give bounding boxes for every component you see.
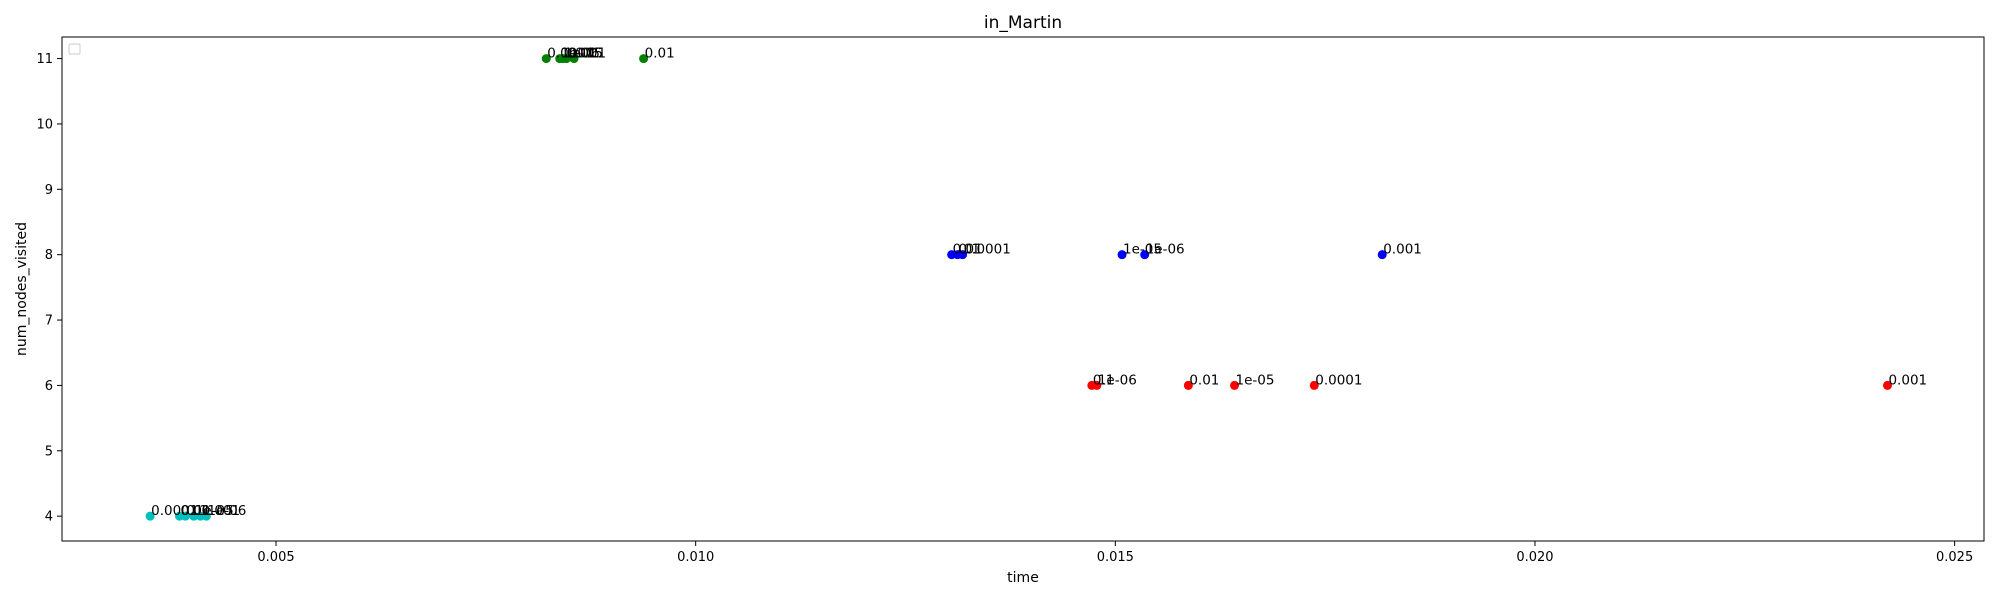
point-label: 0.01 [645, 46, 675, 62]
data-point [1183, 380, 1193, 390]
data-point [1140, 250, 1150, 260]
y-tick-label: 10 [36, 117, 53, 132]
point-label: 0.001 [1383, 242, 1422, 258]
data-point [189, 511, 199, 521]
chart-title: in_Martin [984, 13, 1062, 33]
data-point [569, 54, 579, 64]
plot-area [62, 37, 1984, 541]
plot-frame [61, 36, 1985, 542]
point-label: 0.01 [181, 503, 211, 519]
data-point [639, 54, 649, 64]
data-point [561, 54, 571, 64]
axis-ticks: 0.005 0.010 0.015 0.020 0.025 4 5 6 7 8 9 10 11 [36, 52, 1973, 565]
y-tick-label: 4 [45, 510, 53, 525]
point-label: 0.01 [1189, 372, 1219, 388]
data-point [145, 511, 155, 521]
point-label: 1e-05 [1236, 372, 1275, 388]
point-label: 0.1 [959, 242, 980, 258]
data-point [180, 511, 190, 521]
y-tick-label: 5 [45, 444, 53, 459]
y-tick-label: 6 [45, 379, 53, 394]
data-point [201, 511, 211, 521]
point-label: 1e-05 [564, 46, 603, 62]
data-point [1882, 380, 1892, 390]
y-tick-label: 11 [36, 52, 53, 67]
data-point [958, 250, 968, 260]
point-label: 0.001 [567, 46, 606, 62]
x-tick-label: 0.015 [1097, 550, 1134, 565]
point-label: 1e-06 [1098, 372, 1137, 388]
point-label: 0.1 [1093, 372, 1114, 388]
point-label: 0.001 [201, 503, 240, 519]
point-label: 0.0001 [547, 46, 594, 62]
data-point [1377, 250, 1387, 260]
point-label: 0.1 [575, 46, 596, 62]
point-label: 0.0001 [151, 503, 198, 519]
y-tick-label: 9 [45, 183, 53, 198]
point-label: 0.001 [1888, 372, 1927, 388]
x-tick-label: 0.025 [1936, 550, 1973, 565]
point-label: 0.01 [953, 242, 983, 258]
point-label: 0.1 [186, 503, 207, 519]
x-tick-label: 0.005 [257, 550, 294, 565]
point-label: 1e-05 [1123, 242, 1162, 258]
point-label: 1e-06 [1146, 242, 1185, 258]
y-tick-label: 7 [45, 314, 53, 329]
y-axis-title: num_nodes_visited [14, 222, 30, 356]
data-points [145, 54, 1892, 521]
data-point [1309, 380, 1319, 390]
point-label: 1e-06 [207, 503, 246, 519]
data-point [1092, 380, 1102, 390]
x-tick-label: 0.020 [1516, 550, 1553, 565]
data-point [541, 54, 551, 64]
point-label: 1e-05 [195, 503, 234, 519]
legend-box [68, 43, 81, 55]
point-label: 0.0001 [964, 242, 1011, 258]
x-axis-title: time [1007, 570, 1039, 586]
y-tick-label: 8 [45, 248, 53, 263]
point-label: 1e-06 [561, 46, 600, 62]
data-point [1117, 250, 1127, 260]
x-tick-label: 0.010 [677, 550, 714, 565]
data-point [1230, 380, 1240, 390]
point-label: 0.0001 [1315, 372, 1362, 388]
